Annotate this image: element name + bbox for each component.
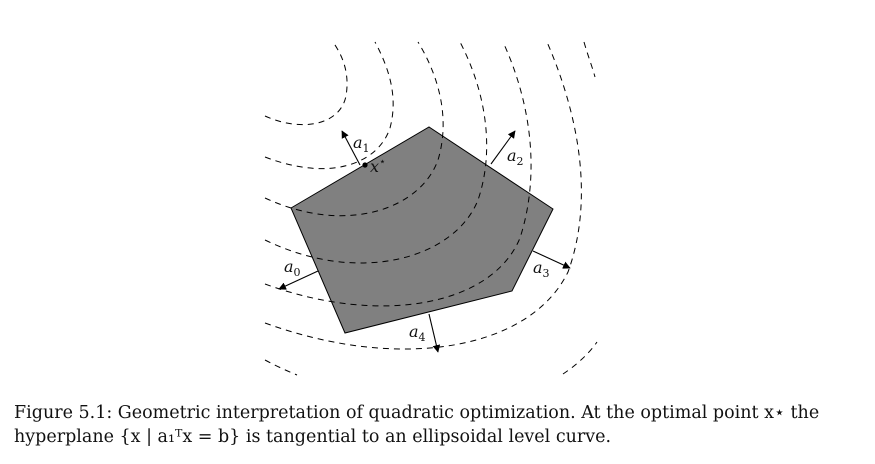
level-curve-6 <box>264 41 582 350</box>
level-curve-3 <box>264 41 444 217</box>
figure-diagram: a0 a1 a2 a3 a4 x⋆ <box>264 41 598 376</box>
normal-vectors <box>278 130 571 353</box>
arrow-a2 <box>490 130 516 165</box>
label-a0: a0 <box>284 257 301 279</box>
arrow-a1 <box>341 130 361 166</box>
optimal-point <box>362 162 368 168</box>
caption-line-2: hyperplane {x | a₁ᵀx = b} is tangential … <box>14 427 612 447</box>
level-curves <box>264 41 598 376</box>
figure-caption: Figure 5.1: Geometric interpretation of … <box>14 401 862 449</box>
feasible-polygon <box>290 126 554 334</box>
arrow-a4 <box>428 313 441 353</box>
label-a1: a1 <box>353 133 370 155</box>
level-curve-4 <box>264 41 488 264</box>
arrow-a3 <box>532 250 571 269</box>
label-xstar: x⋆ <box>370 155 386 176</box>
level-curve-8 <box>583 41 596 78</box>
level-curve-2 <box>264 41 394 170</box>
caption-line-1: Figure 5.1: Geometric interpretation of … <box>14 403 820 423</box>
level-curve-7 <box>264 359 298 376</box>
level-curve-1 <box>264 41 348 126</box>
level-curve-7b <box>562 341 598 375</box>
arrow-a0 <box>278 270 319 290</box>
label-a2: a2 <box>507 146 524 168</box>
label-a4: a4 <box>409 322 426 344</box>
level-curve-5 <box>264 41 532 307</box>
label-a3: a3 <box>533 258 550 280</box>
